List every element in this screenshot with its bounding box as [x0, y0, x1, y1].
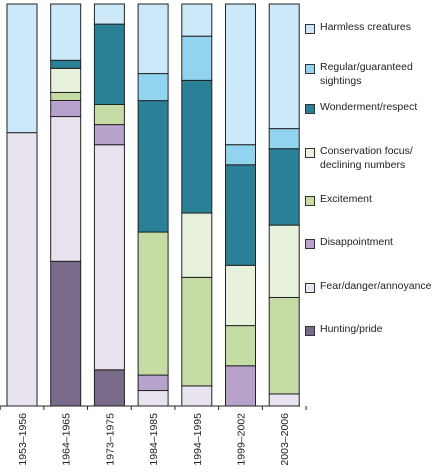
x-axis: 1953–1956 1964–1965 1973–1975 1984–1985 1994… — [0, 405, 307, 466]
bar-segment — [225, 3, 256, 146]
bar-segment — [50, 99, 82, 118]
x-tick-label: 1973–1975 — [104, 413, 116, 466]
bar-segment — [225, 325, 256, 367]
bar-segment — [50, 260, 82, 407]
bar-segment — [137, 390, 169, 407]
bar-segment — [268, 128, 300, 150]
bar-segment — [137, 73, 169, 102]
x-tick-label: 1984–1985 — [148, 413, 160, 466]
legend-label: Fear/danger/annoyance — [320, 280, 432, 292]
bar-segment — [181, 35, 213, 81]
x-tick-label: 1994–1995 — [192, 413, 204, 466]
bar-segment — [137, 100, 169, 233]
bar-segment — [225, 365, 256, 407]
legend-swatch — [305, 239, 315, 249]
bar-segment — [93, 3, 125, 25]
bar-segment — [93, 23, 125, 106]
legend-swatch — [305, 148, 315, 158]
legend-label: Wonderment/respect — [320, 101, 418, 113]
bar-segment — [268, 393, 300, 407]
bar-segment — [181, 3, 213, 37]
bar-segment — [93, 369, 125, 407]
bar-segment — [225, 164, 256, 266]
legend-label: Hunting/pride — [320, 323, 383, 335]
bar-segment — [225, 144, 256, 166]
legend-label: Disappointment — [320, 236, 393, 248]
legend-swatch — [305, 196, 315, 206]
bar-segment — [225, 264, 256, 327]
bar-segment — [181, 385, 213, 407]
legend-swatch — [305, 283, 315, 293]
x-tick-label: 1953–1956 — [17, 413, 29, 466]
bar-segment — [50, 59, 82, 69]
legend-swatch — [305, 64, 315, 74]
bar-segment — [137, 3, 169, 75]
bar-segment — [268, 148, 300, 226]
legend-swatch — [305, 24, 315, 34]
legend-label: Conservation focus/ declining numbers — [320, 145, 413, 171]
legend-swatch — [305, 326, 315, 336]
bar-segment — [181, 79, 213, 214]
bar-segment — [181, 276, 213, 387]
bar-segment — [181, 212, 213, 278]
bar-segment — [268, 296, 300, 395]
bar-segment — [137, 374, 169, 392]
bar-segment — [93, 144, 125, 371]
bar-segment — [268, 3, 300, 130]
x-tick-label: 1999–2002 — [236, 413, 248, 466]
legend-label: Regular/guaranteed sightings — [320, 61, 413, 87]
bar-segment — [137, 231, 169, 376]
bar-segment — [93, 104, 125, 126]
bar-segment — [6, 132, 38, 407]
legend-label: Excitement — [320, 193, 372, 205]
bar-segment — [6, 3, 38, 134]
bar-segment — [50, 91, 82, 101]
bar-segment — [93, 124, 125, 146]
x-tick-label: 2003–2006 — [279, 413, 291, 466]
x-tick-label: 1964–1965 — [61, 413, 73, 466]
bar-segment — [50, 116, 82, 262]
bars-group — [6, 3, 300, 407]
bar-segment — [50, 67, 82, 93]
bar-segment — [268, 224, 300, 298]
legend-label: Harmless creatures — [320, 21, 412, 33]
legend: Harmless creatures Regular/guaranteed sig… — [305, 0, 434, 400]
bar-segment — [50, 3, 82, 61]
legend-swatch — [305, 104, 315, 114]
